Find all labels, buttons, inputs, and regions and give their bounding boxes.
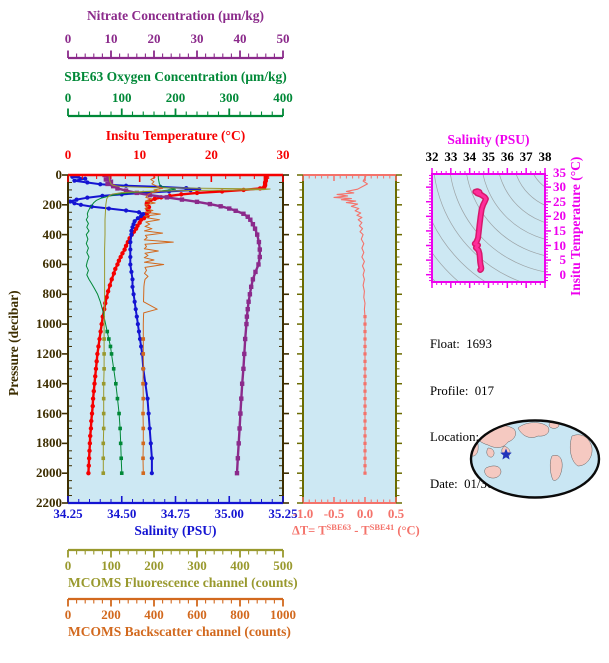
ts-salinity-tick-label: 38 <box>538 149 552 164</box>
oxygen-tick-label: 300 <box>219 90 240 105</box>
backscatter-tick-label: 800 <box>230 607 250 622</box>
ts-temperature-tick-label: 15 <box>553 222 566 238</box>
ts-salinity-tick-label: 37 <box>519 149 533 164</box>
ts-salinity-tick-label: 36 <box>500 149 514 164</box>
world-map <box>469 419 601 499</box>
pressure-tick-label: 2000 <box>36 465 62 481</box>
delta-formula-sup1: SBE63 <box>326 522 352 532</box>
nitrate-tick-label: 20 <box>147 31 161 46</box>
ts-temperature-tick-label: 10 <box>553 237 566 253</box>
backscatter-tick-label: 1000 <box>270 607 296 622</box>
pressure-tick-label: 200 <box>42 196 63 212</box>
salinity-tick-label: 34.75 <box>160 506 191 521</box>
salinity-tick-label: 34.50 <box>107 506 137 521</box>
salinity-tick-label: 35.25 <box>268 506 298 521</box>
oxygen-tick-label: 100 <box>112 90 132 105</box>
temperature-axis-title: Insitu Temperature (°C) <box>105 128 246 143</box>
delta-formula-prefix: ΔT= T <box>292 523 327 538</box>
profile-number: Profile: 017 <box>430 383 494 398</box>
nitrate-tick-label: 40 <box>233 31 247 46</box>
temperature-tick-label: 30 <box>276 147 290 162</box>
pressure-tick-label: 400 <box>42 226 63 242</box>
ts-salinity-tick-label: 34 <box>463 149 477 164</box>
nitrate-tick-label: 50 <box>276 31 290 46</box>
map-outline <box>469 419 601 499</box>
oxygen-tick-label: 400 <box>273 90 293 105</box>
fluorescence-tick-label: 200 <box>144 558 164 573</box>
map-land-africa <box>570 434 593 467</box>
ts-salinity-tick-label: 35 <box>482 149 495 164</box>
pressure-tick-label: 1200 <box>36 345 62 361</box>
delta-t-tick-label: -0.5 <box>323 506 345 521</box>
float-id: Float: 1693 <box>430 337 492 351</box>
map-land-europe <box>585 425 599 436</box>
ts-temperature-tick-label: 5 <box>559 252 567 268</box>
map-land-india <box>486 447 495 458</box>
temperature-tick-label: 10 <box>133 147 147 162</box>
pressure-tick-label: 2200 <box>36 495 62 510</box>
pressure-tick-label: 0 <box>55 167 63 182</box>
ts-profile-curve <box>471 188 489 273</box>
oxygen-tick-label: 0 <box>64 90 72 105</box>
map-land-north-america <box>517 422 550 438</box>
temperature-tick-label: 0 <box>64 147 72 162</box>
fluorescence-axis-title: MCOMS Fluorescence channel (counts) <box>68 575 298 590</box>
oxygen-axis-title: SBE63 Oxygen Concentration (μm/kg) <box>64 69 287 84</box>
salinity-tick-label: 35.00 <box>214 506 244 521</box>
nitrate-tick-label: 30 <box>190 31 204 46</box>
backscatter-tick-label: 600 <box>187 607 207 622</box>
ts-temperature-tick-label: 0 <box>559 266 567 282</box>
float-location-star <box>500 448 512 460</box>
fluorescence-tick-label: 500 <box>273 558 293 573</box>
backscatter-tick-label: 200 <box>101 607 121 622</box>
pressure-tick-label: 1000 <box>36 316 62 332</box>
pressure-tick-label: 1600 <box>36 405 62 421</box>
salinity-axis-title: Salinity (PSU) <box>134 523 217 538</box>
delta-formula-sup2: SBE41 <box>369 522 395 532</box>
map-land-south-america <box>550 455 563 481</box>
nitrate-axis-title: Nitrate Concentration (μm/kg) <box>86 8 265 23</box>
nitrate-tick-label: 10 <box>104 31 118 46</box>
ts-salinity-tick-label: 32 <box>425 149 439 164</box>
nitrate-tick-label: 0 <box>64 31 72 46</box>
ts-temperature-axis-title: Insitu Temperature (°C) <box>568 156 583 296</box>
backscatter-tick-label: 0 <box>64 607 72 622</box>
ts-temperature-tick-label: 25 <box>553 193 566 209</box>
salinity-tick-label: 34.25 <box>53 506 83 521</box>
delta-formula-mid: - T <box>351 523 370 538</box>
delta-t-formula: ΔT= TSBE63 - TSBE41 (°C) <box>292 522 420 539</box>
fluorescence-tick-label: 100 <box>101 558 121 573</box>
pressure-tick-label: 600 <box>42 256 63 272</box>
pressure-tick-label: 1400 <box>36 375 62 391</box>
fluorescence-tick-label: 400 <box>230 558 250 573</box>
delta-t-tick-label: 0.5 <box>387 506 405 521</box>
temperature-tick-label: 20 <box>204 147 218 162</box>
ts-salinity-axis-title: Salinity (PSU) <box>447 132 530 147</box>
backscatter-tick-label: 400 <box>144 607 164 622</box>
pressure-tick-label: 1800 <box>36 435 62 451</box>
delta-t-curve <box>333 175 369 475</box>
main-profile-curves <box>68 175 271 476</box>
fluorescence-tick-label: 300 <box>187 558 207 573</box>
ts-salinity-tick-label: 33 <box>444 149 458 164</box>
fluorescence-tick-label: 0 <box>64 558 72 573</box>
delta-t-tick-label: -1.0 <box>292 506 314 521</box>
pressure-tick-label: 800 <box>42 286 63 302</box>
delta-t-tick-label: 0.0 <box>356 506 374 521</box>
ts-temperature-tick-label: 30 <box>553 179 566 195</box>
ts-temperature-tick-label: 20 <box>553 208 566 224</box>
backscatter-axis-title: MCOMS Backscatter channel (counts) <box>68 624 291 639</box>
map-land-australia <box>484 465 502 479</box>
oxygen-tick-label: 200 <box>165 90 186 105</box>
ts-temperature-tick-label: 35 <box>553 164 566 180</box>
delta-formula-suffix: (°C) <box>394 523 420 538</box>
